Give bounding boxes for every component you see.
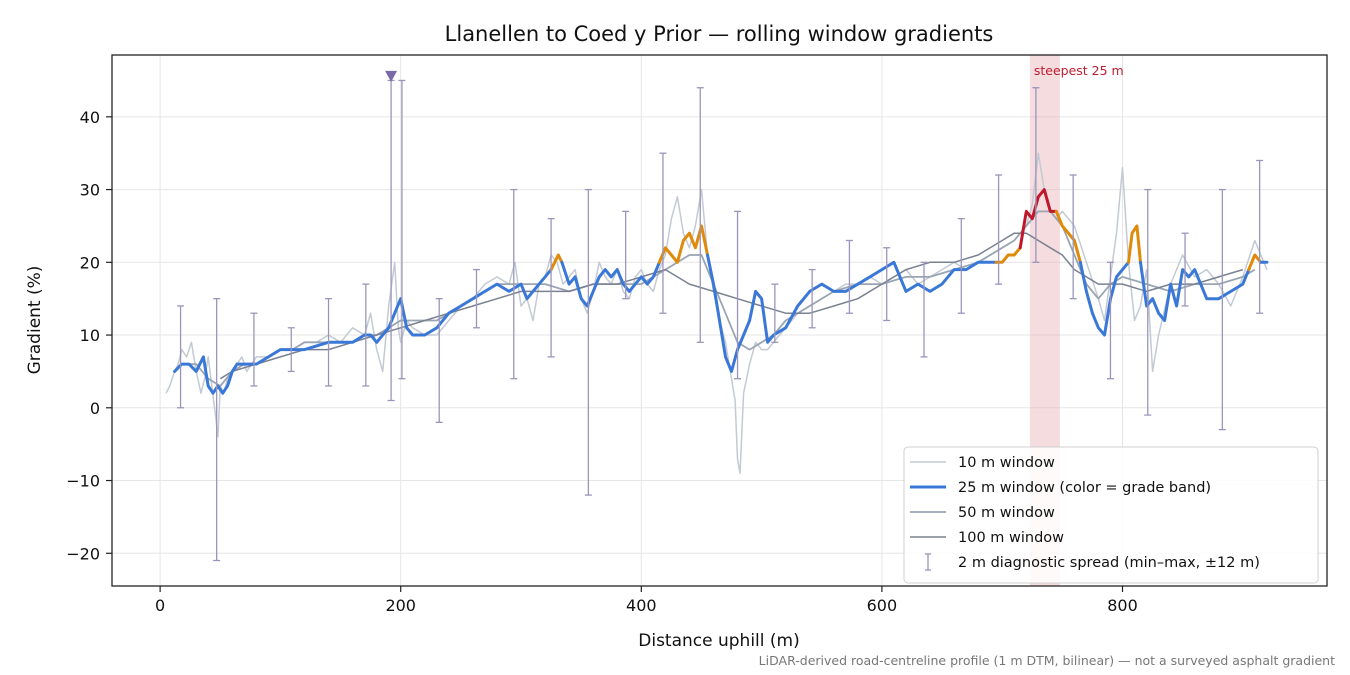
steepest-segment-label: steepest 25 m: [1034, 63, 1124, 78]
diagnostic-errorbar: [213, 298, 221, 562]
diagnostic-errorbar: [808, 268, 816, 329]
legend-entry-w10: 10 m window: [910, 455, 1055, 471]
diagnostic-errorbar: [362, 283, 370, 387]
series-line-25m-moderate: [657, 224, 709, 264]
diagnostic-errorbar: [547, 218, 555, 358]
y-tick-label: 0: [90, 399, 100, 418]
legend-entry-w100: 100 m window: [910, 530, 1064, 546]
y-tick-label: −20: [66, 544, 100, 563]
clipped-value-marker: [385, 70, 398, 82]
diagnostic-errorbar: [771, 283, 779, 343]
series-line-25m-moderate: [549, 253, 564, 272]
diagnostic-errorbar: [177, 305, 185, 409]
diagnostic-errorbar: [325, 298, 333, 387]
diagnostic-errorbar: [473, 268, 480, 329]
diagnostic-errorbar: [622, 210, 630, 300]
y-axis-label: Gradient (%): [25, 266, 45, 375]
x-tick-label: 800: [1107, 596, 1138, 615]
diagnostic-errorbar: [734, 210, 742, 380]
y-tick-label: 40: [80, 108, 100, 127]
x-tick-label: 200: [385, 596, 416, 615]
legend-entry-diagnostic: 2 m diagnostic spread (min–max, ±12 m): [925, 553, 1260, 571]
series-line-25m-easy: [560, 260, 661, 308]
diagnostic-errorbar: [584, 188, 592, 496]
series-line-25m-moderate: [1127, 224, 1142, 264]
legend-frame: [903, 446, 1319, 584]
legend-label: 10 m window: [958, 455, 1055, 471]
diagnostic-errorbar: [696, 87, 704, 343]
legend-label: 2 m diagnostic spread (min–max, ±12 m): [958, 555, 1260, 571]
series-line-25m-moderate: [1247, 253, 1263, 272]
diagnostic-errorbar: [957, 218, 965, 314]
diagnostic-errorbar: [510, 188, 518, 380]
diagnostic-errorbar: [1218, 188, 1226, 431]
diagnostic-errorbar: [1106, 261, 1114, 380]
legend-items: 10 m window 25 m window (color = grade ba…: [910, 455, 1260, 571]
diagnostic-errorbar: [1069, 174, 1077, 300]
diagnostic-errorbar: [845, 239, 853, 314]
diagnostic-errorbar: [398, 79, 406, 380]
legend-entry-w25: 25 m window (color = grade band): [910, 480, 1211, 496]
diagnostic-errorbar: [1181, 232, 1189, 307]
y-tick-label: 30: [80, 181, 100, 200]
legend: 10 m window 25 m window (color = grade ba…: [903, 446, 1319, 584]
series-line-25m-steep: [1018, 188, 1058, 250]
chart-title: Llanellen to Coed y Prior — rolling wind…: [445, 22, 994, 46]
diagnostic-errorbar: [1256, 159, 1264, 314]
diagnostic-layer: [177, 70, 1264, 562]
x-axis-label: Distance uphill (m): [638, 631, 799, 651]
y-tick-label: 10: [80, 326, 100, 345]
legend-label: 100 m window: [958, 530, 1064, 546]
x-tick-label: 600: [867, 596, 898, 615]
diagnostic-errorbar: [995, 174, 1003, 285]
source-note: LiDAR-derived road-centreline profile (1…: [759, 653, 1335, 668]
legend-entry-w50: 50 m window: [910, 505, 1055, 521]
diagnostic-errorbar: [883, 247, 891, 322]
diagnostic-errorbar: [1144, 188, 1152, 416]
x-tick-label: 400: [626, 596, 657, 615]
series-layer: [165, 152, 1269, 475]
y-tick-label: 20: [80, 253, 100, 272]
y-tick-label: −10: [66, 472, 100, 491]
legend-label: 25 m window (color = grade band): [958, 480, 1211, 496]
diagnostic-errorbar: [250, 312, 258, 387]
legend-label: 50 m window: [958, 505, 1055, 521]
x-tick-label: 0: [155, 596, 165, 615]
plot-frame: [111, 54, 1328, 587]
diagnostic-errorbar: [920, 261, 928, 358]
series-line-25m-moderate: [1054, 209, 1082, 264]
series-line-25m-moderate: [994, 246, 1022, 264]
diagnostic-errorbar: [659, 152, 667, 314]
diagnostic-errorbar: [1032, 87, 1040, 263]
diagnostic-errorbar: [287, 327, 295, 373]
series-line-25m-easy: [1078, 260, 1130, 337]
axis-ticks: 0 200 400 600 800 −20 −10 0 10 20 30 40: [66, 108, 1138, 615]
diagnostic-errorbar: [435, 298, 443, 423]
